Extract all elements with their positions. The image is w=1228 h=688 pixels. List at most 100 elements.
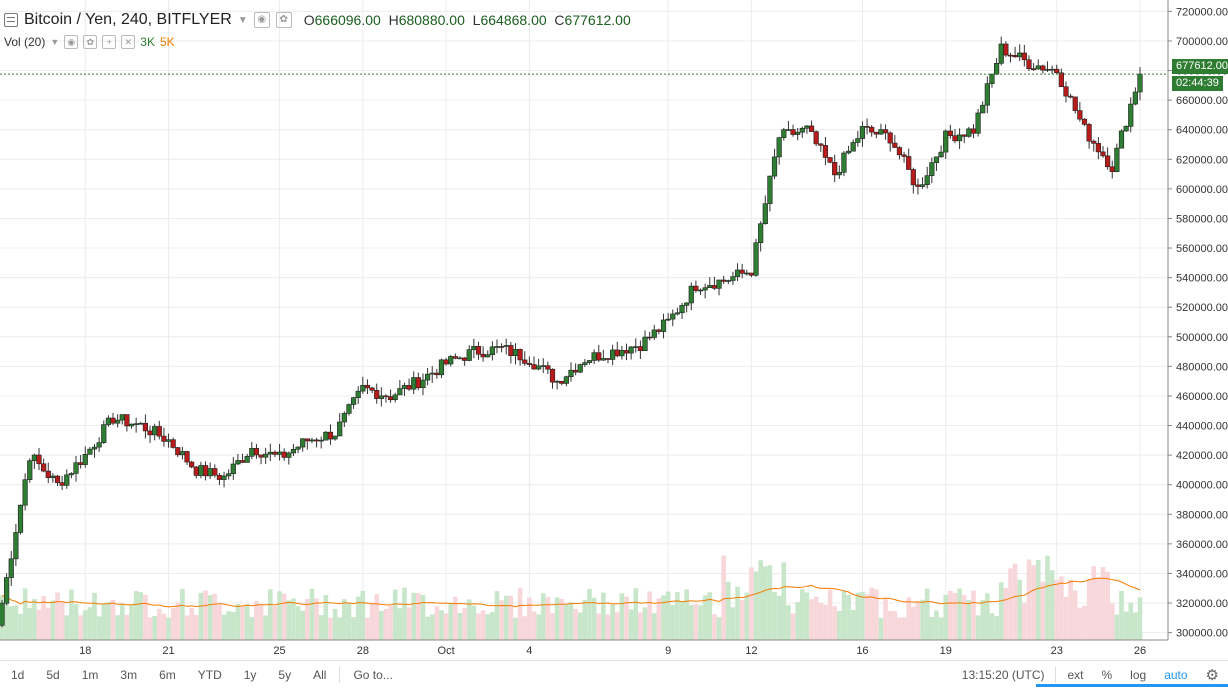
candlestick [850,139,856,152]
price-tick-label: 660000.00 [1176,95,1228,107]
candlestick [1118,129,1125,149]
candlestick [119,414,125,425]
volume-bar [429,614,435,640]
volume-bar [573,608,578,640]
percent-toggle[interactable]: % [1101,667,1113,682]
volume-bar [466,599,472,640]
volume-remove-icon[interactable]: ✕ [121,35,136,49]
candlestick [295,446,301,454]
price-axis[interactable]: 720000.00700000.00680000.00660000.006400… [1167,0,1228,640]
volume-bar [45,607,51,640]
volume-bar [434,606,440,640]
candlestick [688,282,694,311]
volume-bar [443,613,449,640]
candlestick [929,157,935,184]
candlestick [480,346,486,362]
candlestick [790,124,796,137]
volume-bar [758,560,763,640]
volume-bar [355,596,361,640]
volume-bar [554,597,560,640]
gear-icon[interactable]: ⚙ [1205,666,1219,684]
utc-clock[interactable]: 13:15:20 (UTC) [961,667,1045,682]
candlestick [512,343,519,365]
volume-bar [411,592,417,640]
volume-bar [665,591,671,640]
price-tick-label: 320000.00 [1176,598,1228,610]
candlestick [508,341,514,364]
price-chart[interactable]: 720000.00700000.00680000.00660000.006400… [0,0,1228,660]
candlestick [1105,147,1111,170]
timeframe-button-1d[interactable]: 1d [11,667,25,682]
log-toggle[interactable]: log [1130,667,1147,682]
volume-visibility-icon[interactable]: ◉ [64,35,79,49]
open-value: 666096.00 [314,12,381,28]
timeframe-button-ytd[interactable]: YTD [197,667,222,682]
timeframe-button-6m[interactable]: 6m [159,667,176,682]
candlestick [258,454,264,465]
volume-bar [901,617,907,640]
volume-bar [929,617,935,640]
time-tick-label: 12 [745,645,757,657]
candlestick [1132,87,1138,106]
candlestick [887,131,893,152]
candlestick [457,356,463,360]
menu-icon[interactable] [4,13,18,27]
volume-dropdown-icon[interactable]: ▼ [50,37,60,47]
volume-bar [1031,565,1036,640]
symbol-dropdown-icon[interactable]: ▼ [237,14,248,26]
ext-toggle[interactable]: ext [1067,667,1084,682]
volume-bar [1035,559,1041,640]
volume-bar [480,610,486,640]
candlestick [1095,137,1101,160]
goto-button[interactable]: Go to... [353,667,393,682]
candlestick [216,472,223,486]
auto-toggle[interactable]: auto [1164,667,1188,682]
volume-label[interactable]: Vol (20) [4,35,46,49]
timeframe-button-1m[interactable]: 1m [81,667,99,682]
candlestick [494,339,500,354]
candlestick [596,344,602,363]
volume-format-icon[interactable]: + [102,35,117,49]
volume-bar [161,613,167,640]
candlestick [411,371,417,395]
candlestick [54,474,61,487]
timeframe-button-all[interactable]: All [313,667,327,682]
candlestick [1128,97,1134,133]
timeframe-button-3m[interactable]: 3m [120,667,138,682]
candlestick [337,413,343,437]
volume-bar [1017,579,1023,640]
timeframe-button-1y[interactable]: 1y [243,667,257,682]
volume-bar [744,592,750,640]
volume-bar [379,610,384,640]
candlestick [586,360,593,365]
visibility-icon[interactable]: ◉ [253,12,270,28]
candlestick [716,279,722,296]
candlestick [933,156,940,171]
candlestick [147,425,153,443]
candlestick [68,472,74,479]
symbol-title[interactable]: Bitcoin / Yen, 240, BITFLYER [24,11,232,28]
volume-bar [240,605,245,640]
candlestick [961,134,967,143]
candlestick [573,363,579,376]
time-tick-label: 23 [1051,645,1063,657]
volume-bar [203,590,208,640]
volume-bar [559,598,565,640]
volume-bar [712,614,717,640]
volume-bar [73,604,79,640]
volume-bar [92,592,97,640]
volume-bar [235,604,241,640]
chart-grid [0,0,1168,640]
volume-value-2: 5K [159,35,175,49]
volume-settings-icon[interactable]: ✿ [83,35,98,49]
settings-small-icon[interactable]: ✿ [275,12,292,28]
chart-scrollbar[interactable] [1036,684,1228,687]
volume-bar [823,604,828,640]
price-tick-label: 300000.00 [1176,628,1228,640]
timeframe-button-5d[interactable]: 5d [46,667,60,682]
price-tick-label: 640000.00 [1176,125,1228,137]
time-tick-label: 25 [273,645,285,657]
volume-bar [688,604,694,640]
timeframe-button-5y[interactable]: 5y [278,667,292,682]
time-axis[interactable]: 18 21 25 28 Oct 4 9 12 16 19 23 26 [0,639,1168,657]
